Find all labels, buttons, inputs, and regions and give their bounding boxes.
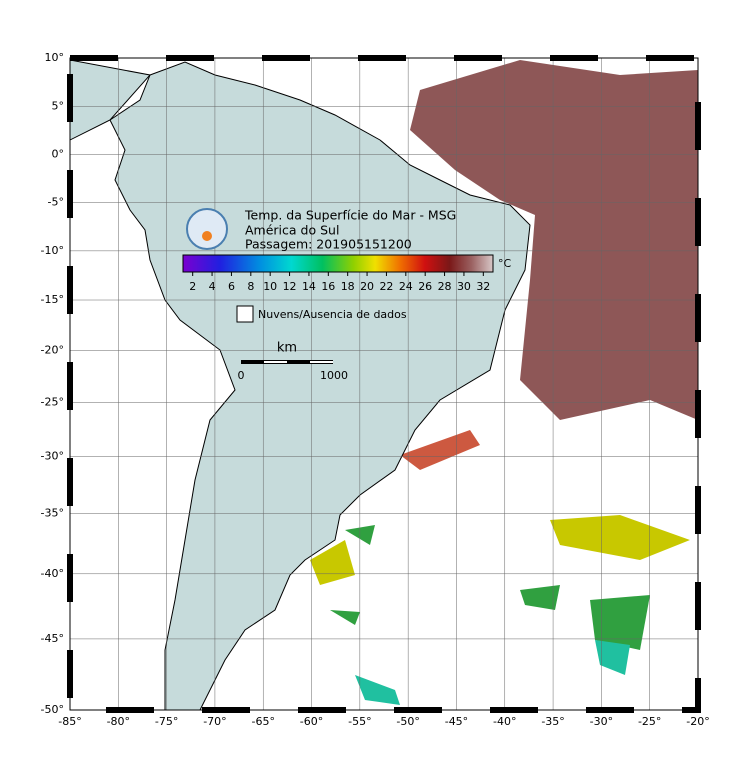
colorbar-ticks: 2 4 6 8 10 12 14 16 18 20 22 24 26 28 30 32 xyxy=(189,272,490,293)
scale-bar-segment xyxy=(310,361,333,363)
lon-tick-label: -20° xyxy=(686,715,709,728)
colorbar-tick-label: 10 xyxy=(263,280,277,293)
scale-bar-segment xyxy=(264,361,287,363)
colorbar-tick-label: 4 xyxy=(209,280,216,293)
lon-tick-label: -65° xyxy=(251,715,274,728)
lat-tick-label: -35° xyxy=(41,506,64,519)
scale-label: 0 xyxy=(238,369,245,382)
legend-label: Nuvens/Ausencia de dados xyxy=(258,308,407,321)
lat-tick-label: -30° xyxy=(41,449,64,462)
lon-tick-label: -85° xyxy=(58,715,81,728)
scale-label: 1000 xyxy=(320,369,348,382)
colorbar-tick-label: 18 xyxy=(341,280,355,293)
title-line: Temp. da Superfície do Mar - MSG xyxy=(244,208,456,223)
lon-tick-label: -40° xyxy=(493,715,516,728)
sst-green xyxy=(330,525,650,650)
frame-border xyxy=(67,55,701,713)
colorbar-unit: °C xyxy=(498,257,512,270)
sst-orange xyxy=(400,430,480,470)
lat-tick-label: -45° xyxy=(41,632,64,645)
map-area xyxy=(70,58,698,710)
scale-unit: km xyxy=(277,341,297,356)
lat-tick-label: -50° xyxy=(41,703,64,716)
lat-tick-label: 10° xyxy=(45,51,65,64)
sst-warm xyxy=(410,60,698,420)
legend-swatch xyxy=(236,305,254,323)
sst-yellow xyxy=(310,515,690,585)
colorbar-tick-label: 12 xyxy=(283,280,297,293)
lat-tick-label: -5° xyxy=(48,195,64,208)
lat-tick-label: 5° xyxy=(52,99,65,112)
colorbar xyxy=(182,254,494,273)
inpe-logo xyxy=(186,208,228,250)
sst-teal xyxy=(355,640,630,705)
lat-tick-label: -20° xyxy=(41,343,64,356)
title-line: América do Sul xyxy=(245,223,339,238)
central-america xyxy=(70,59,151,141)
colorbar-tick-label: 8 xyxy=(247,280,254,293)
lon-tick-label: -30° xyxy=(590,715,613,728)
grid xyxy=(70,58,698,710)
lon-tick-label: -70° xyxy=(203,715,226,728)
colorbar-tick-label: 2 xyxy=(189,280,196,293)
lon-tick-label: -25° xyxy=(638,715,661,728)
lon-tick-label: -50° xyxy=(396,715,419,728)
lat-tick-label: -10° xyxy=(41,244,64,257)
colorbar-tick-label: 20 xyxy=(360,280,374,293)
title-line: Passagem: 201905151200 xyxy=(245,237,412,252)
colorbar-tick-label: 6 xyxy=(228,280,235,293)
colorbar-tick-label: 28 xyxy=(438,280,452,293)
colorbar-tick-label: 24 xyxy=(399,280,413,293)
lon-tick-label: -60° xyxy=(300,715,323,728)
lat-tick-label: 0° xyxy=(52,147,65,160)
lon-tick-label: -35° xyxy=(541,715,564,728)
lon-tick-label: -45° xyxy=(445,715,468,728)
colorbar-tick-label: 16 xyxy=(321,280,335,293)
colorbar-tick-label: 30 xyxy=(457,280,471,293)
inpe-logo-dot xyxy=(202,231,212,241)
lat-tick-label: -25° xyxy=(41,395,64,408)
lon-tick-label: -55° xyxy=(348,715,371,728)
lon-tick-label: -75° xyxy=(155,715,178,728)
colorbar-tick-label: 32 xyxy=(476,280,490,293)
colorbar-tick-label: 22 xyxy=(379,280,393,293)
lat-tick-label: -15° xyxy=(41,293,64,306)
colorbar-tick-label: 14 xyxy=(302,280,316,293)
colorbar-tick-label: 26 xyxy=(418,280,432,293)
lat-tick-label: -40° xyxy=(41,567,64,580)
lon-tick-label: -80° xyxy=(107,715,130,728)
